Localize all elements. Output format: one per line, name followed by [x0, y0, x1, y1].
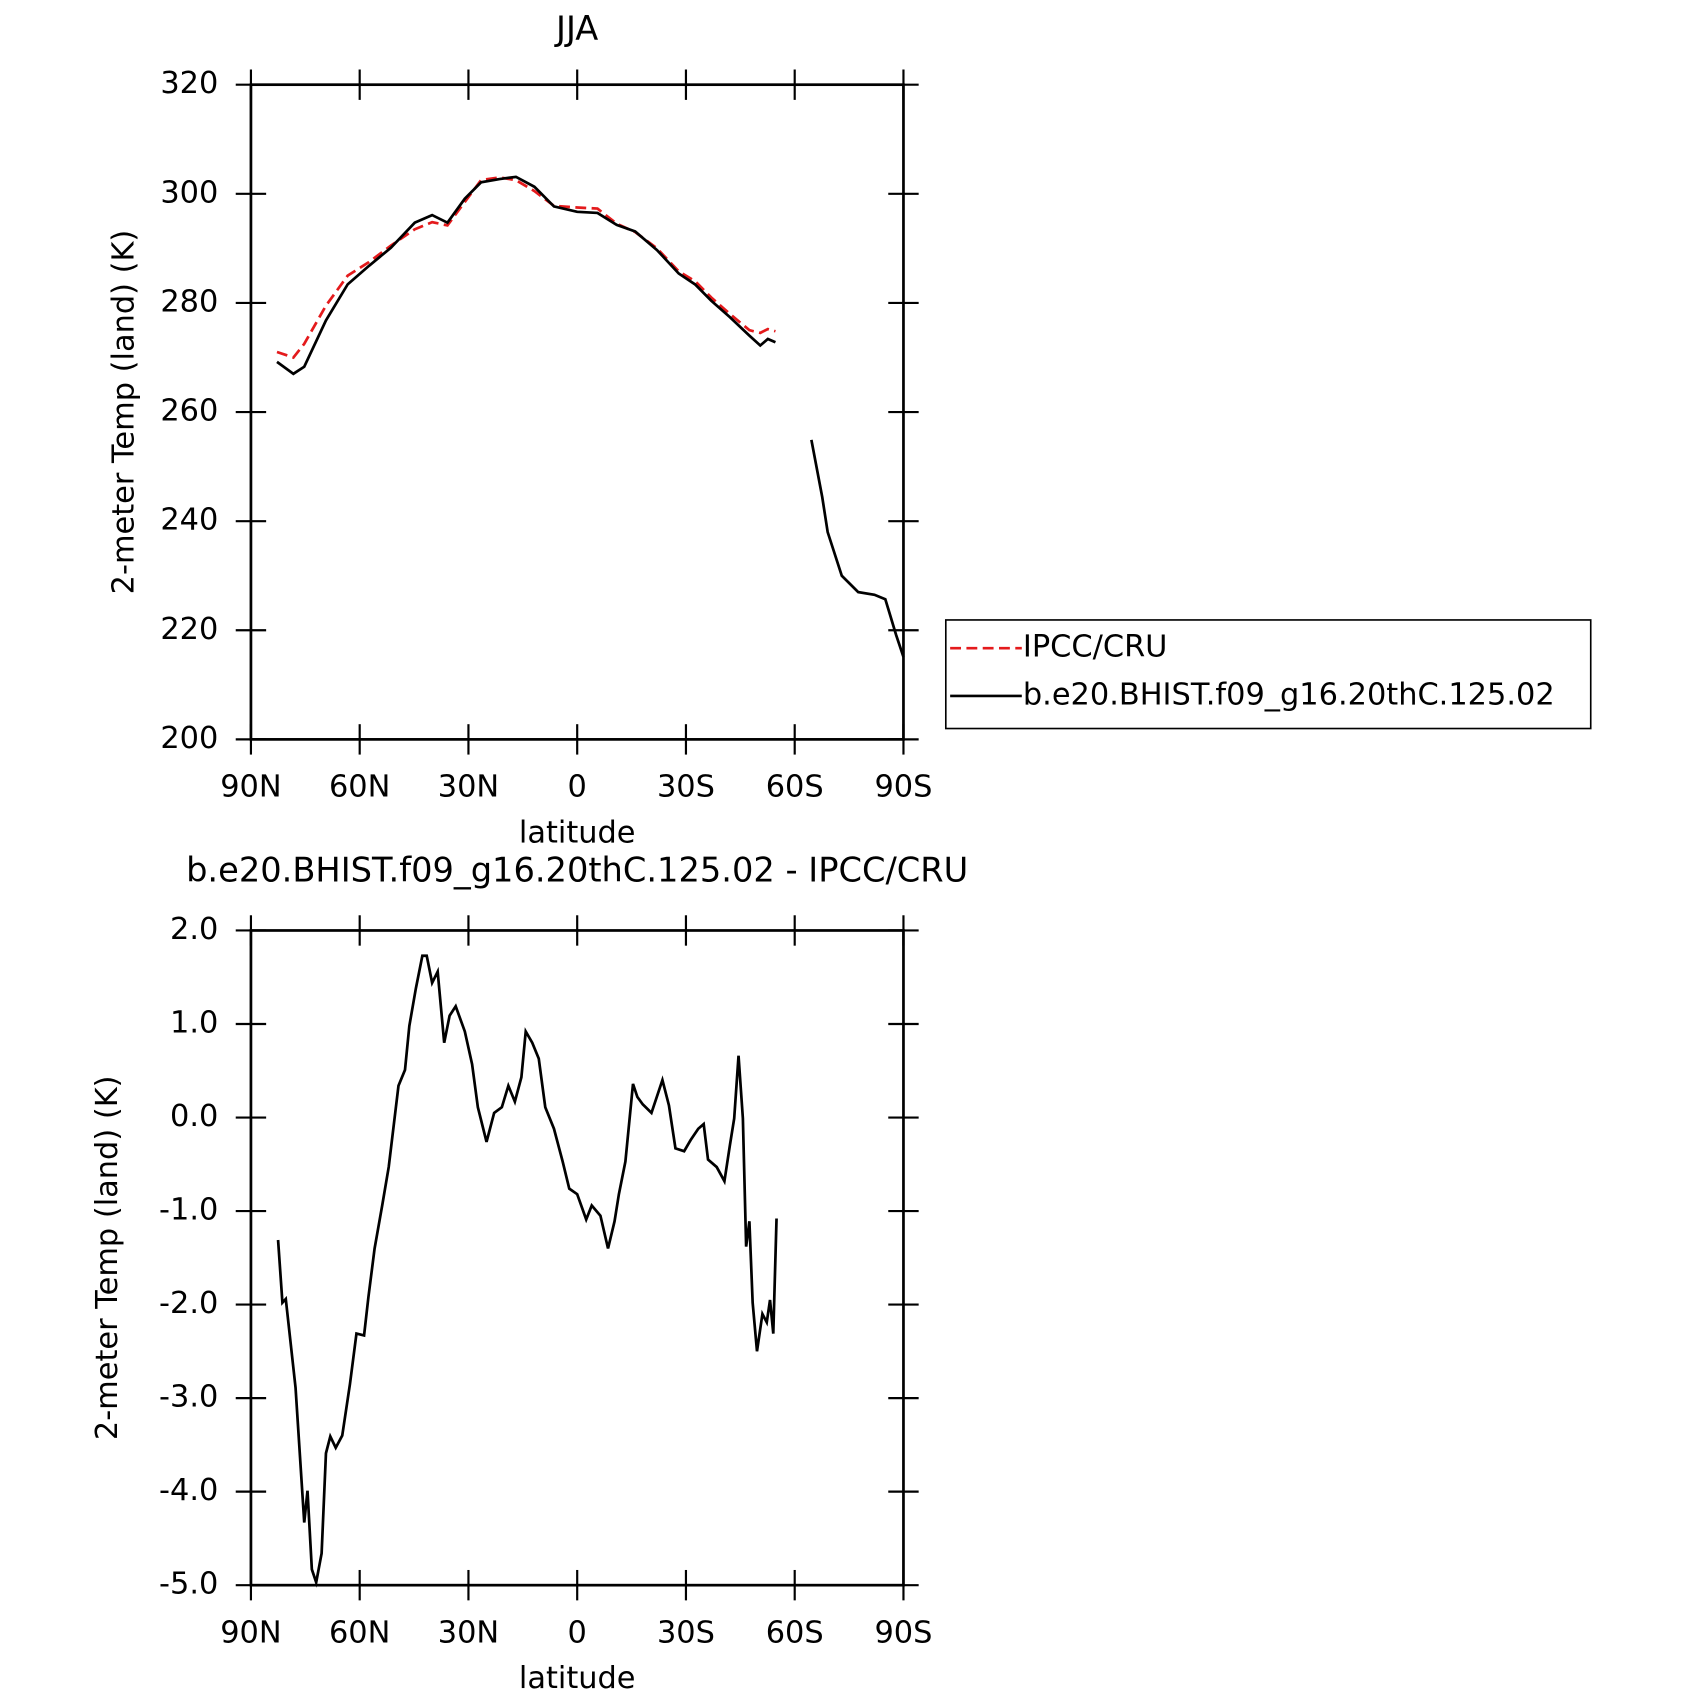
plot-frame — [249, 83, 905, 741]
x-tick-label: 60S — [766, 1616, 824, 1651]
x-axis-label: latitude — [519, 815, 636, 850]
y-tick-label: 240 — [160, 503, 218, 538]
chart-title: JJA — [554, 9, 598, 48]
y-tick-label: 1.0 — [170, 1006, 218, 1041]
y-tick-label: 280 — [160, 284, 218, 319]
x-tick-label: 90N — [220, 770, 281, 805]
y-tick-label: -2.0 — [159, 1286, 218, 1321]
legend-box — [944, 619, 1592, 730]
x-axis-label: latitude — [519, 1661, 636, 1696]
x-tick-label: 90S — [874, 770, 932, 805]
x-tick-label: 30N — [438, 770, 499, 805]
y-tick-label: 320 — [160, 66, 218, 101]
plot-frame — [249, 929, 905, 1587]
y-tick-label: -4.0 — [159, 1473, 218, 1508]
y-tick-label: 220 — [160, 612, 218, 647]
x-tick-label: 60N — [329, 770, 390, 805]
y-tick-label: 260 — [160, 394, 218, 429]
x-tick-label: 0 — [568, 1616, 587, 1651]
y-tick-label: -3.0 — [159, 1380, 218, 1415]
x-tick-label: 60N — [329, 1616, 390, 1651]
series-line — [276, 176, 776, 360]
legend-label: IPCC/CRU — [1023, 630, 1168, 665]
legend-label: b.e20.BHIST.f09_g16.20thC.125.02 — [1023, 677, 1555, 712]
series-line — [276, 954, 778, 1588]
y-axis-label: 2-meter Temp (land) (K) — [106, 230, 141, 595]
y-axis-label: 2-meter Temp (land) (K) — [90, 1075, 125, 1440]
y-tick-label: -1.0 — [159, 1193, 218, 1228]
x-tick-label: 60S — [766, 770, 824, 805]
x-tick-label: 90S — [874, 1616, 932, 1651]
y-tick-label: -5.0 — [159, 1567, 218, 1602]
x-tick-label: 30S — [657, 770, 715, 805]
y-tick-label: 2.0 — [170, 912, 218, 947]
y-tick-label: 200 — [160, 721, 218, 756]
x-tick-label: 90N — [220, 1616, 281, 1651]
x-tick-label: 0 — [568, 770, 587, 805]
x-tick-label: 30N — [438, 1616, 499, 1651]
y-tick-label: 0.0 — [170, 1099, 218, 1134]
y-tick-label: 300 — [160, 175, 218, 210]
x-tick-label: 30S — [657, 1616, 715, 1651]
chart-title: b.e20.BHIST.f09_g16.20thC.125.02 - IPCC/… — [186, 850, 968, 889]
series-line — [276, 175, 905, 658]
